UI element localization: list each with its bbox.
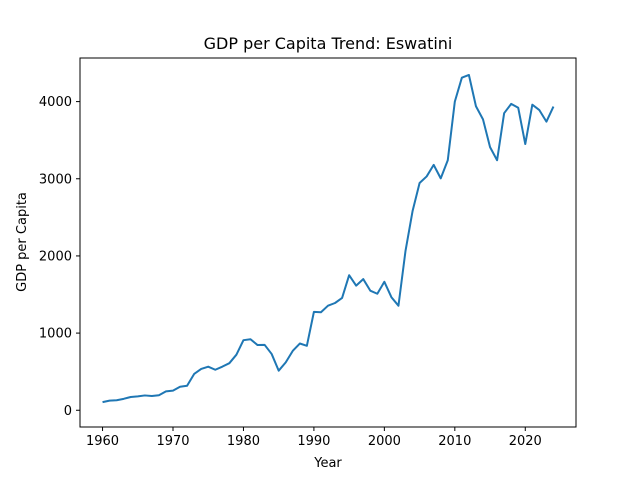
x-axis: 1960 1970 1980 1990 2000 2010 2020 — [86, 427, 542, 449]
y-axis: 0 1000 2000 3000 4000 — [39, 95, 80, 419]
x-tick-label: 2000 — [368, 434, 401, 449]
chart-title: GDP per Capita Trend: Eswatini — [204, 34, 453, 53]
x-axis-label: Year — [313, 456, 342, 471]
y-tick-label: 4000 — [39, 95, 72, 110]
x-tick-label: 1960 — [86, 434, 119, 449]
y-axis-label: GDP per Capita — [15, 192, 30, 292]
y-tick-label: 1000 — [39, 327, 72, 342]
y-tick-label: 2000 — [39, 249, 72, 264]
series-line — [102, 73, 555, 404]
plot-frame — [79, 57, 577, 428]
x-tick-label: 1990 — [297, 434, 330, 449]
x-tick-label: 1980 — [227, 434, 260, 449]
y-tick-label: 3000 — [39, 172, 72, 187]
x-tick-label: 2010 — [438, 434, 471, 449]
y-tick-label: 0 — [64, 404, 72, 419]
x-tick-label: 2020 — [509, 434, 542, 449]
x-tick-label: 1970 — [156, 434, 189, 449]
